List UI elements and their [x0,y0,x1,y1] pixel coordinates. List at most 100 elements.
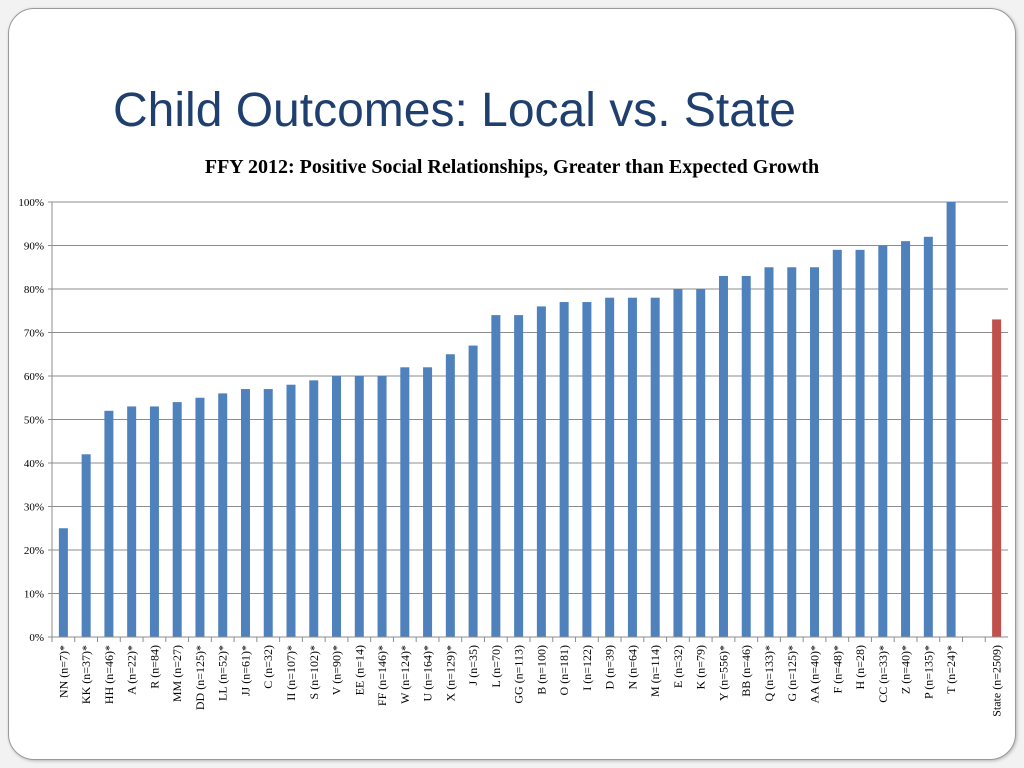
x-tick-label: DD (n=125)* [193,645,207,710]
x-tick-label: W (n=124)* [398,645,412,704]
local-bar [218,393,228,637]
x-tick-label: D (n=39) [603,645,617,689]
local-bar [605,297,615,637]
local-bar [332,376,342,637]
x-tick-label: Y (n=556)* [716,645,730,701]
x-tick-label: AA (n=40)* [808,645,822,703]
x-tick-label: O (n=181) [557,645,571,695]
local-bar [423,367,433,637]
x-tick-label: JJ (n=61)* [238,645,252,696]
local-bar [127,406,137,637]
local-bar [58,528,68,637]
x-tick-label: E (n=32) [671,645,685,688]
y-tick-label: 0% [29,632,44,644]
local-bar [923,236,933,638]
local-bar [445,354,455,637]
y-tick-labels: 0% 10% 20% 30% 40% 50% 60% 70% 80% 90% 100% [18,197,44,644]
local-bar [559,302,569,637]
local-bar [696,289,706,637]
local-bar [491,315,501,637]
local-bar [650,297,660,637]
y-tick-label: 40% [24,458,44,470]
x-tick-label: B (n=100) [534,645,548,695]
local-bar [832,249,842,637]
y-tick-label: 100% [18,197,44,209]
x-tick-label: MM (n=27) [170,645,184,702]
x-tick-label: LL (n=52)* [216,645,230,701]
x-tick-label: J (n=35) [466,645,480,685]
x-tick-label: X (n=129)* [443,645,457,701]
state-bar [992,319,1002,637]
x-tick-label: T (n=24)* [944,645,958,694]
local-bar [810,267,820,637]
local-bar [855,249,865,637]
local-bar [673,289,683,637]
local-bar [718,275,728,637]
chart-title: FFY 2012: Positive Social Relationships,… [204,156,820,178]
x-tick-label: C (n=32) [261,645,275,689]
x-tick-label: V (n=90)* [330,645,344,695]
x-tick-label: G (n=125)* [785,645,799,701]
x-tick-label: S (n=102)* [307,645,321,699]
x-tick-label: N (n=64) [625,645,639,689]
x-tick-label: Q (n=133)* [762,645,776,701]
x-tick-label: II (n=107)* [284,645,298,701]
x-tick-label: K (n=79) [694,645,708,689]
local-bar [195,397,205,637]
local-bar [741,275,751,637]
local-bar [309,380,319,637]
x-tick-label: GG (n=113) [512,645,526,704]
local-bar [627,297,637,637]
x-tick-label: I (n=122) [580,645,594,691]
local-bar [377,376,387,637]
x-tick-label: HH (n=46)* [102,645,116,704]
x-tick-label: L (n=70) [489,645,503,688]
gridlines [48,201,1008,642]
local-bar [81,454,91,637]
local-bar [172,402,182,637]
x-tick-label: BB (n=46) [739,645,753,697]
local-bar [354,376,364,637]
x-tick-label: NN (n=7)* [56,645,70,698]
local-bar [400,367,410,637]
x-tick-label: KK (n=37)* [79,645,93,704]
x-tick-label: EE (n=14) [352,645,366,695]
x-tick-label: FF (n=146)* [375,645,389,706]
x-tick-label: P (n=135)* [921,645,935,699]
bars [58,202,1002,638]
slide-title: Child Outcomes: Local vs. State [113,84,796,137]
y-tick-label: 30% [24,502,44,514]
y-tick-label: 20% [24,545,44,557]
local-bar [878,245,888,637]
local-bar [901,241,911,637]
x-tick-label: H (n=28) [853,645,867,689]
local-bar [764,267,774,637]
local-bar [240,389,250,637]
local-bar [263,389,273,637]
axes [51,202,1008,638]
x-tick-label: Z (n=40)* [899,645,913,694]
local-bar [787,267,797,637]
x-tick-label: R (n=84) [147,645,161,689]
y-tick-label: 50% [24,415,44,427]
x-tick-labels: NN (n=7)* KK (n=37)* HH (n=46)* A (n=22)* R … [56,645,1003,717]
x-tick-label: A (n=22)* [125,645,139,695]
local-bar [149,406,159,637]
y-tick-label: 80% [24,284,44,296]
local-bar [468,345,478,637]
local-bar [286,384,296,637]
local-bar [104,410,114,637]
y-tick-label: 70% [24,328,44,340]
local-bar [536,306,546,637]
x-tick-label: M (n=114) [648,645,662,697]
x-tick-label: State (n=2509) [990,645,1004,717]
x-tick-label: CC (n=33)* [876,645,890,703]
x-tick-label: U (n=164)* [421,645,435,701]
local-bar [946,202,956,637]
x-tick-label: F (n=48)* [830,645,844,693]
local-bar [514,315,524,637]
local-bar [582,302,592,637]
y-tick-label: 60% [24,371,44,383]
y-tick-label: 10% [24,589,44,601]
